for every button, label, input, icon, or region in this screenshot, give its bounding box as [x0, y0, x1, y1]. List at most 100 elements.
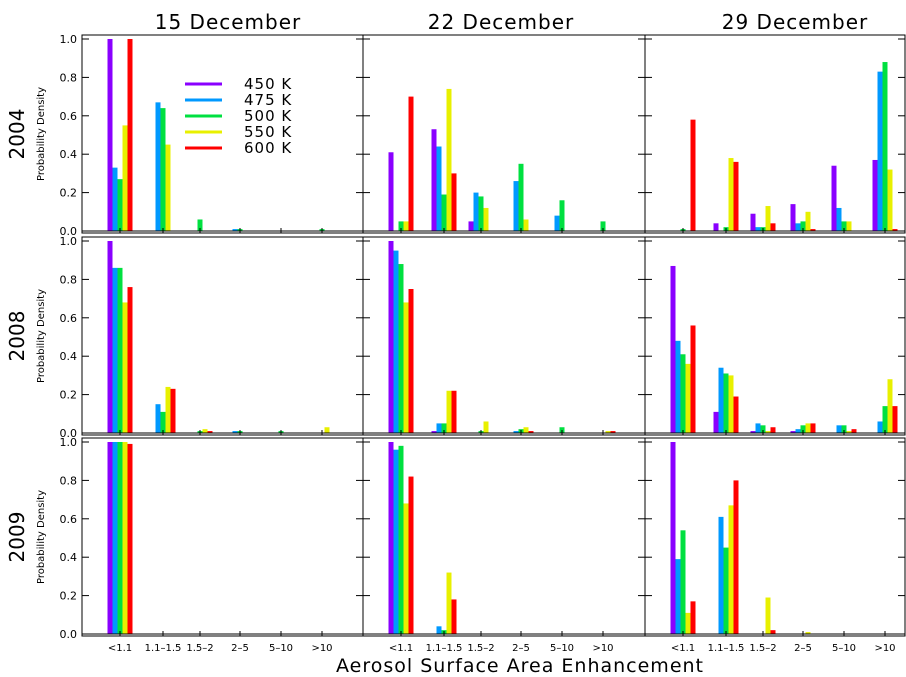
column-title: 29 December	[722, 10, 869, 34]
bar	[877, 71, 883, 231]
bar	[483, 421, 489, 433]
bar	[165, 386, 171, 433]
bar	[478, 196, 484, 231]
bar	[610, 431, 616, 433]
bar	[554, 215, 560, 231]
bar	[836, 425, 842, 433]
bar	[690, 601, 696, 634]
legend-label: 475 K	[244, 91, 292, 109]
panel-frame	[362, 34, 646, 234]
bar	[324, 427, 330, 433]
bar	[122, 125, 128, 231]
row-label: 2009	[5, 512, 29, 563]
bar	[760, 425, 766, 433]
bar	[600, 221, 606, 231]
bar	[846, 431, 852, 433]
bar	[685, 363, 691, 433]
bar	[408, 96, 414, 231]
y-tick-label: 1.0	[60, 33, 78, 46]
bar	[795, 429, 801, 433]
y-tick-label: 0.6	[60, 513, 78, 526]
bar	[872, 159, 878, 231]
x-tick-label: <1.1	[108, 643, 132, 654]
bar	[117, 179, 123, 231]
bar	[112, 167, 118, 231]
bar	[112, 267, 118, 433]
bar	[436, 626, 442, 634]
y-tick-label: 0.0	[60, 628, 78, 641]
y-tick-label: 0.4	[60, 148, 78, 161]
bar	[836, 207, 842, 231]
bar	[750, 213, 756, 231]
y-tick-label: 0.4	[60, 350, 78, 363]
bar	[398, 264, 404, 433]
bar	[718, 367, 724, 433]
bar	[513, 431, 519, 433]
bar	[451, 390, 457, 433]
bar	[518, 163, 524, 231]
y-axis-label: Probability Density	[36, 87, 47, 181]
bar	[403, 302, 409, 433]
y-tick-label: 0.0	[60, 427, 78, 440]
bar	[790, 431, 796, 433]
bar	[446, 390, 452, 433]
y-tick-label: 0.2	[60, 187, 78, 200]
y-tick-label: 0.8	[60, 474, 78, 487]
x-tick-label: 1.1–1.5	[145, 643, 182, 654]
bar	[388, 442, 394, 634]
x-tick-label: 2–5	[794, 643, 812, 654]
bar	[755, 227, 761, 231]
bar	[723, 547, 729, 634]
panel-frame	[644, 34, 906, 234]
bar	[559, 200, 565, 231]
bar	[690, 325, 696, 433]
y-tick-label: 0.2	[60, 389, 78, 402]
bar	[165, 144, 171, 231]
bar	[718, 516, 724, 634]
x-tick-label: 1.5–2	[749, 643, 776, 654]
legend-label: 550 K	[244, 123, 292, 141]
bar	[107, 39, 113, 231]
legend-label: 500 K	[244, 107, 292, 125]
y-tick-label: 0.2	[60, 590, 78, 603]
bar	[127, 39, 133, 231]
bar	[431, 129, 437, 231]
bar	[431, 431, 437, 433]
bar	[831, 165, 837, 231]
bar	[393, 250, 399, 433]
bar	[728, 158, 734, 231]
bar	[232, 431, 238, 433]
bar	[523, 427, 529, 433]
bar	[528, 431, 534, 433]
bar	[523, 219, 529, 231]
bar	[451, 173, 457, 231]
bar	[122, 302, 128, 433]
bar	[207, 431, 213, 433]
bar	[790, 204, 796, 231]
y-axis-label: Probability Density	[36, 289, 47, 383]
column-title: 15 December	[155, 10, 302, 34]
x-tick-label: 1.5–2	[186, 643, 213, 654]
bar	[680, 530, 686, 634]
bar	[160, 108, 166, 231]
bar	[441, 423, 447, 433]
bar	[841, 221, 847, 231]
bar	[675, 340, 681, 433]
bar	[713, 411, 719, 433]
y-tick-label: 1.0	[60, 235, 78, 248]
bar	[398, 221, 404, 231]
bar	[733, 161, 739, 231]
bar	[483, 207, 489, 231]
bar	[765, 431, 771, 433]
bar	[393, 449, 399, 634]
bar	[810, 229, 816, 231]
y-axis-label: Probability Density	[36, 490, 47, 584]
bar	[770, 223, 776, 231]
panel-frame	[644, 437, 906, 637]
bar	[713, 223, 719, 231]
bar	[436, 423, 442, 433]
bar	[398, 445, 404, 634]
bar	[765, 597, 771, 634]
bar	[800, 425, 806, 433]
